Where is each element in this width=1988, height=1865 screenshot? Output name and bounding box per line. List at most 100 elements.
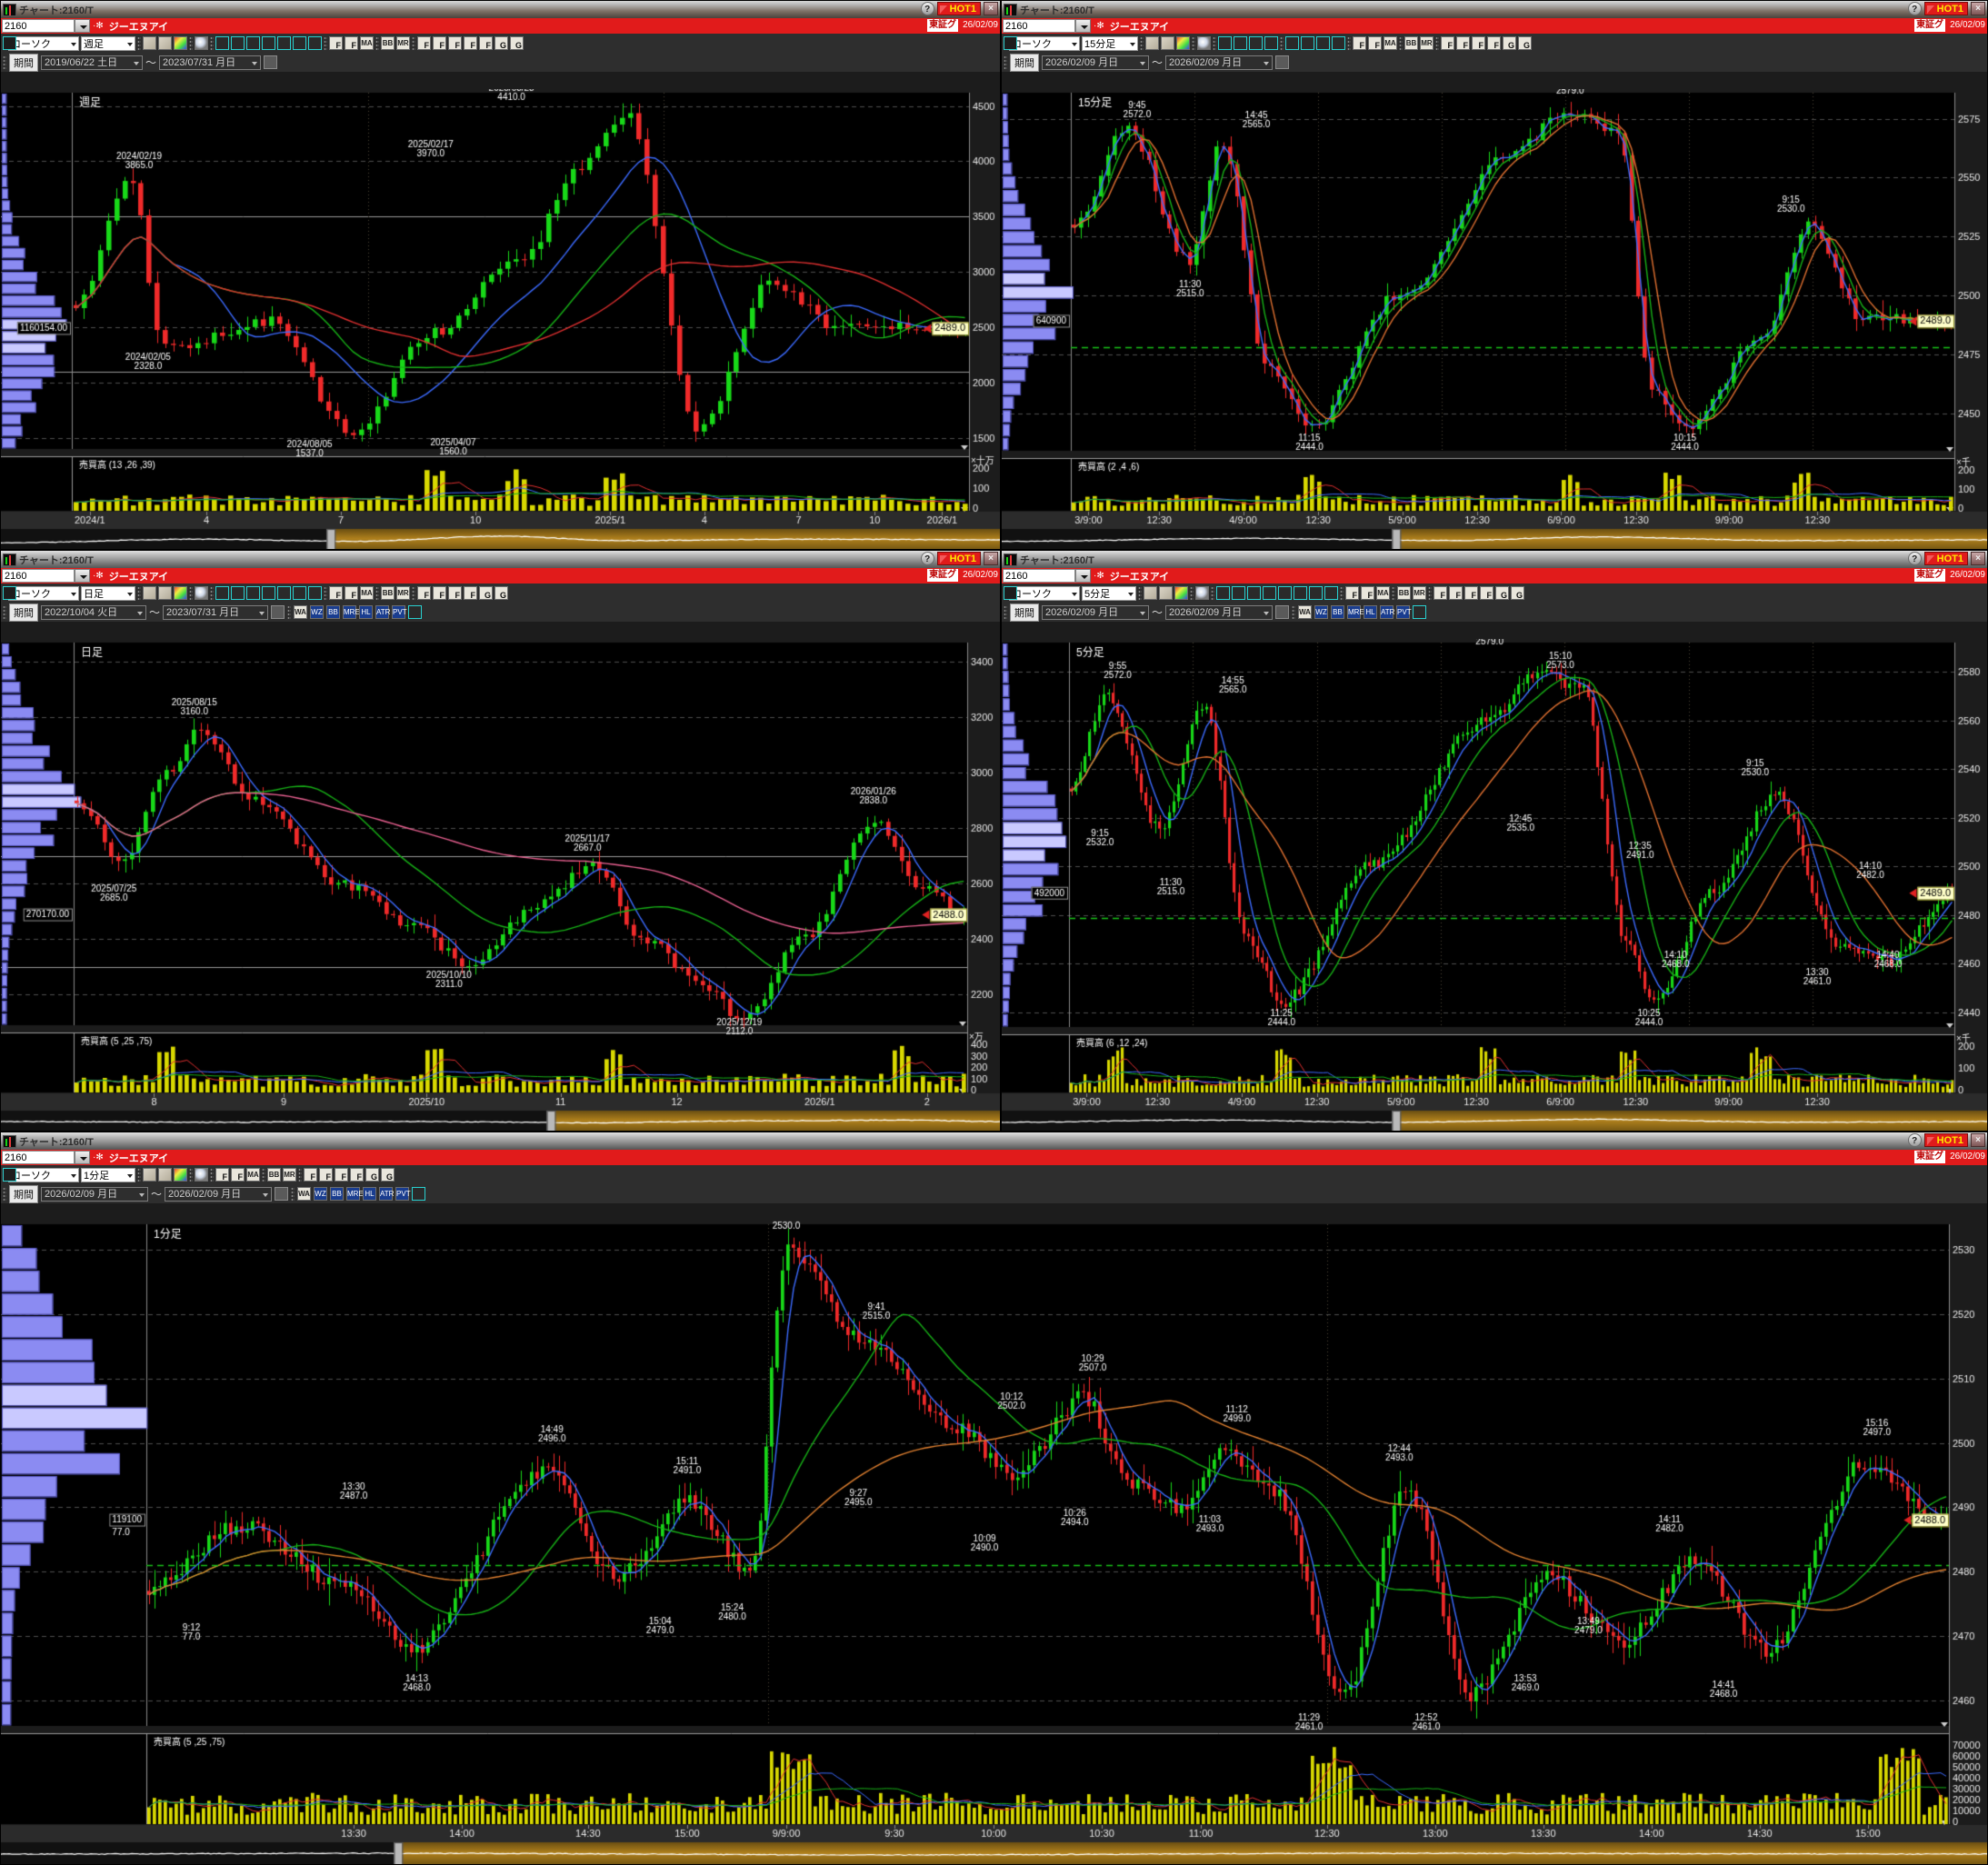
indicator-mre-icon[interactable]: MRE [1347,605,1364,619]
close-icon[interactable]: × [1971,552,1985,565]
indicator-f1-icon[interactable] [1345,586,1359,600]
indicator-bb-icon[interactable]: BB [267,1168,281,1182]
cursor-icon[interactable] [1294,586,1307,600]
indicator-atr-icon[interactable]: ATR [375,605,390,619]
indicator-bb-icon[interactable]: BB [381,36,395,50]
hot-badge[interactable]: HOT1 [936,552,981,565]
period-grip[interactable] [1004,605,1007,619]
draw-line-icon[interactable] [417,36,431,50]
period-grip[interactable] [1292,605,1296,619]
indicator-f1-icon[interactable] [329,586,343,600]
help-icon[interactable]: ? [1907,1133,1922,1147]
toolbar-grip[interactable] [1280,36,1284,50]
indicator-mr-icon[interactable]: MR [1413,586,1426,600]
indicator-bb2-icon[interactable]: BB [330,1187,345,1201]
cursor-icon[interactable] [293,36,306,50]
hot-badge[interactable]: HOT1 [1923,1133,1968,1147]
indicator-wz-icon[interactable]: WZ [310,605,325,619]
draw-line-icon[interactable] [304,1168,317,1182]
zoom-icon[interactable] [195,586,208,600]
draw-fib-icon[interactable] [448,586,462,600]
indicator-bb2-icon[interactable]: BB [1331,605,1345,619]
symbol-dropdown-icon[interactable] [1075,19,1091,33]
layout-icon[interactable] [3,36,16,50]
indicator-bb2-icon[interactable]: BB [326,605,341,619]
toolbar-grip[interactable] [375,586,379,600]
draw-fan-icon[interactable] [350,1168,364,1182]
period-to-input[interactable]: 2023/07/31 月日 [159,55,262,70]
toolbar[interactable]: ローソク 1分足 MA BB MR [1,1165,1987,1184]
draw-gann-icon[interactable] [495,36,508,50]
indicator-f1-icon[interactable] [215,1168,229,1182]
help-icon[interactable]: ? [920,552,934,565]
indicator-f2-icon[interactable] [345,36,358,50]
draw-fib-icon[interactable] [1464,586,1478,600]
period-grip[interactable] [3,1187,6,1201]
symbol-dropdown-icon[interactable] [75,1151,90,1164]
indicator-pvt-icon[interactable]: PVT [392,605,407,619]
indicator-pvt-icon[interactable]: PVT [1396,605,1412,619]
timeframe-select[interactable]: 15分足 [1082,35,1138,51]
compare-icon[interactable] [231,36,245,50]
period-row[interactable]: 期間 2026/02/09 月日 〜 2026/02/09 月日 [1002,53,1987,72]
toolbar-grip[interactable] [1428,586,1432,600]
indicator-hl-icon[interactable]: HL [1364,605,1378,619]
toolbar-grip[interactable] [1138,586,1142,600]
palette-icon[interactable] [174,1168,187,1182]
charttype-select[interactable]: ローソク [8,35,79,51]
period-from-input[interactable]: 2026/02/09 月日 [1042,604,1149,620]
draw-gann2-icon[interactable] [1518,36,1532,50]
indicator-f2-icon[interactable] [345,586,358,600]
draw-gann2-icon[interactable] [381,1168,395,1182]
period-to-input[interactable]: 2026/02/09 月日 [1165,55,1274,70]
tools-icon[interactable] [1161,36,1174,50]
settings-icon[interactable] [143,586,156,600]
toolbar-grip[interactable] [189,586,193,600]
palette-icon[interactable] [1174,586,1188,600]
draw-fib-icon[interactable] [335,1168,348,1182]
period-apply-checkbox[interactable] [1275,605,1290,619]
chart-window-5min[interactable]: チャート:2160/T ? HOT1 × 2160 ·✻ ジーエヌアイ 東証グ … [1001,550,1988,1132]
settings-icon[interactable] [1144,586,1157,600]
toolbar[interactable]: ローソク 日足 MA BB MR [1,583,1000,603]
symbol-dropdown-icon[interactable] [1075,569,1091,583]
period-from-input[interactable]: 2026/02/09 月日 [1042,55,1149,70]
indicator-f2-icon[interactable] [1361,586,1374,600]
indicator-mre-icon[interactable]: MRE [346,1187,364,1201]
charttype-select[interactable]: ローソク [8,585,79,601]
layout-icon[interactable] [3,1168,16,1182]
titlebar[interactable]: チャート:2160/T ? HOT1 × [1,1,1000,18]
draw-channel-icon[interactable] [1456,36,1470,50]
symbol-code-input[interactable]: 2160 [2,19,75,33]
hot-badge[interactable]: HOT1 [936,2,981,15]
toolbar-grip[interactable] [412,36,415,50]
draw-fan-icon[interactable] [464,36,477,50]
titlebar[interactable]: チャート:2160/T ? HOT1 × [1002,551,1987,568]
symbol-code-input[interactable]: 2160 [1003,19,1075,33]
draw-line-icon[interactable] [417,586,431,600]
zoom-icon[interactable] [1197,36,1211,50]
indicator-ma-icon[interactable]: MA [1384,36,1397,50]
palette-icon[interactable] [1176,36,1190,50]
layout-icon[interactable] [1004,586,1017,600]
indicator-mr-icon[interactable]: MR [396,586,410,600]
zoom-icon[interactable] [195,36,208,50]
toolbar-grip[interactable] [137,1168,141,1182]
anchor-icon[interactable] [1324,586,1338,600]
timeframe-select[interactable]: 1分足 [81,1167,135,1182]
scale-icon[interactable] [1249,36,1263,50]
titlebar[interactable]: チャート:2160/T ? HOT1 × [1002,1,1987,18]
toolbar-grip[interactable] [189,1168,193,1182]
draw-gann-icon[interactable] [1503,36,1516,50]
indicator-pvt-icon[interactable]: PVT [395,1187,411,1201]
toolbar-grip[interactable] [1190,586,1194,600]
indicator-f1-icon[interactable] [1353,36,1366,50]
indicator-wa-icon[interactable]: WA [297,1187,312,1201]
period-to-input[interactable]: 2026/02/09 月日 [1165,604,1274,620]
indicator-extra-icon[interactable] [412,1187,426,1201]
trend-icon[interactable] [1309,586,1323,600]
indicator-mr-icon[interactable]: MR [1420,36,1434,50]
indicator-wa-icon[interactable]: WA [294,605,308,619]
toolbar-grip[interactable] [210,1168,214,1182]
indicator-f1-icon[interactable] [329,36,343,50]
